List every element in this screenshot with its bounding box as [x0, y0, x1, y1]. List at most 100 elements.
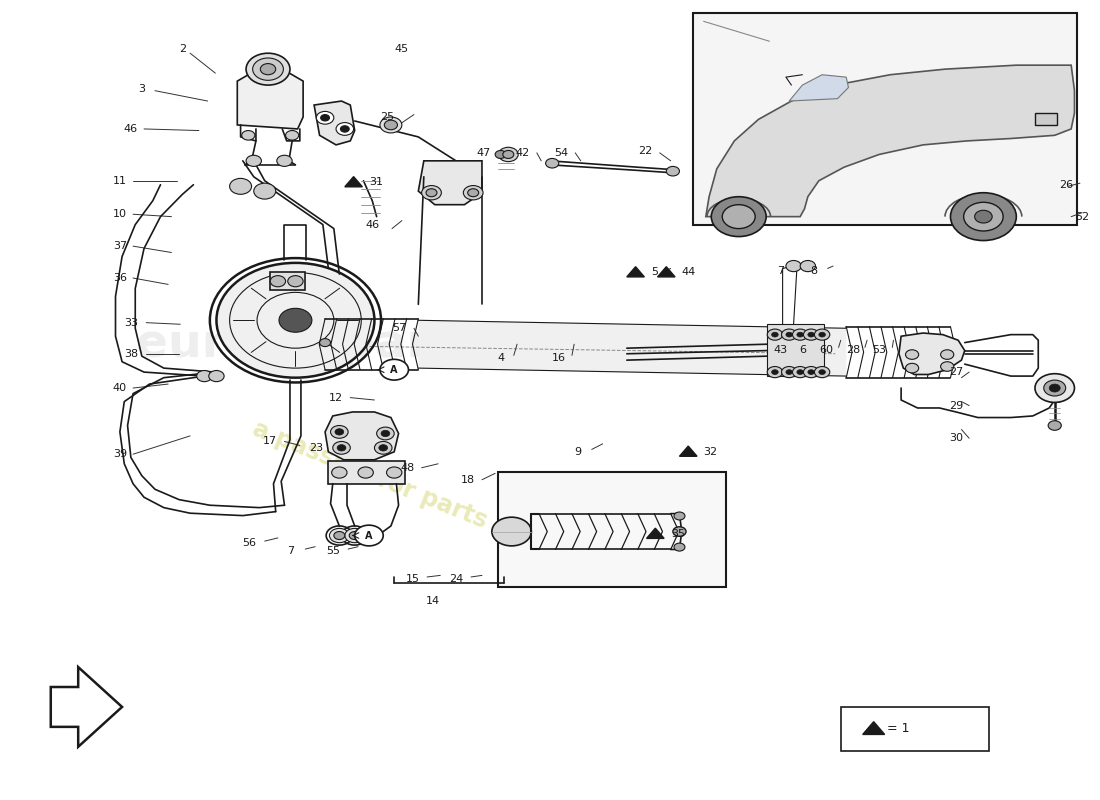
Circle shape	[940, 362, 954, 371]
Text: 46: 46	[124, 124, 138, 134]
Text: 9: 9	[574, 447, 581, 457]
Text: 4: 4	[497, 353, 504, 362]
Circle shape	[546, 158, 559, 168]
Circle shape	[426, 189, 437, 197]
Circle shape	[354, 525, 383, 546]
Circle shape	[1048, 421, 1062, 430]
Text: = 1: = 1	[887, 722, 910, 735]
Circle shape	[217, 263, 374, 378]
Text: 47: 47	[476, 148, 491, 158]
Circle shape	[286, 130, 299, 140]
Text: 53: 53	[872, 345, 887, 354]
Circle shape	[321, 114, 330, 121]
Circle shape	[331, 426, 348, 438]
Text: 56: 56	[242, 538, 256, 549]
Circle shape	[495, 150, 506, 158]
Circle shape	[800, 261, 815, 272]
Text: 16: 16	[552, 353, 565, 362]
Circle shape	[277, 155, 293, 166]
Text: 36: 36	[113, 273, 127, 283]
Circle shape	[384, 120, 397, 130]
Bar	[840, 707, 989, 750]
Text: a passion for parts since 1985: a passion for parts since 1985	[249, 417, 631, 590]
Circle shape	[781, 329, 796, 340]
Text: 38: 38	[124, 349, 138, 358]
Text: 40: 40	[113, 383, 127, 393]
Text: 54: 54	[554, 148, 568, 158]
Text: 7: 7	[287, 546, 295, 557]
Circle shape	[964, 202, 1003, 231]
Text: 12: 12	[329, 393, 343, 402]
Circle shape	[332, 442, 350, 454]
Text: 45: 45	[395, 44, 409, 54]
Bar	[693, 14, 1077, 225]
Circle shape	[796, 370, 803, 374]
Circle shape	[492, 517, 531, 546]
Text: 24: 24	[450, 574, 464, 584]
Bar	[767, 324, 824, 376]
Polygon shape	[789, 74, 848, 101]
Circle shape	[463, 186, 483, 200]
Circle shape	[667, 166, 680, 176]
Bar	[1035, 113, 1057, 125]
Circle shape	[317, 111, 333, 124]
Text: 15: 15	[406, 574, 420, 584]
Circle shape	[344, 528, 364, 542]
Text: 57: 57	[393, 323, 407, 334]
Circle shape	[818, 332, 825, 337]
Bar	[498, 472, 726, 587]
Text: eurocarparts: eurocarparts	[136, 322, 481, 366]
Circle shape	[1049, 384, 1060, 392]
Circle shape	[807, 332, 814, 337]
Text: 10: 10	[113, 210, 127, 219]
Circle shape	[376, 427, 394, 440]
Circle shape	[197, 370, 212, 382]
Circle shape	[279, 308, 312, 332]
Text: 27: 27	[949, 367, 964, 377]
Circle shape	[337, 445, 345, 451]
Text: 32: 32	[704, 447, 717, 457]
Text: 17: 17	[263, 437, 277, 446]
Polygon shape	[238, 71, 304, 129]
Circle shape	[905, 363, 918, 373]
Text: 29: 29	[949, 401, 964, 410]
Circle shape	[332, 467, 346, 478]
Text: 26: 26	[1058, 180, 1072, 190]
Circle shape	[785, 370, 792, 374]
Text: 55: 55	[326, 546, 340, 557]
Circle shape	[230, 178, 252, 194]
Text: 14: 14	[426, 596, 440, 606]
Text: 3: 3	[139, 84, 145, 94]
Text: 30: 30	[949, 434, 962, 443]
Circle shape	[792, 366, 807, 378]
Circle shape	[814, 366, 829, 378]
Circle shape	[288, 276, 304, 286]
Bar	[271, 273, 306, 290]
Text: 23: 23	[309, 443, 323, 453]
Text: 11: 11	[113, 176, 127, 186]
Text: 60: 60	[820, 345, 834, 354]
Circle shape	[209, 370, 224, 382]
Text: 48: 48	[400, 462, 415, 473]
Polygon shape	[706, 65, 1075, 217]
Polygon shape	[680, 446, 697, 456]
Circle shape	[468, 189, 478, 197]
Polygon shape	[418, 161, 482, 205]
Text: A: A	[365, 530, 373, 541]
Circle shape	[374, 442, 392, 454]
Circle shape	[378, 445, 387, 451]
Text: 37: 37	[113, 241, 127, 251]
Text: 18: 18	[461, 474, 475, 485]
Polygon shape	[51, 667, 122, 746]
Text: 39: 39	[113, 450, 127, 459]
Circle shape	[950, 193, 1016, 241]
Circle shape	[818, 370, 825, 374]
Text: 52: 52	[1075, 212, 1089, 222]
Circle shape	[674, 512, 685, 520]
Text: 44: 44	[682, 267, 696, 278]
Circle shape	[905, 350, 918, 359]
Circle shape	[503, 150, 514, 158]
Polygon shape	[647, 528, 664, 538]
Circle shape	[330, 528, 349, 542]
Circle shape	[333, 531, 344, 539]
